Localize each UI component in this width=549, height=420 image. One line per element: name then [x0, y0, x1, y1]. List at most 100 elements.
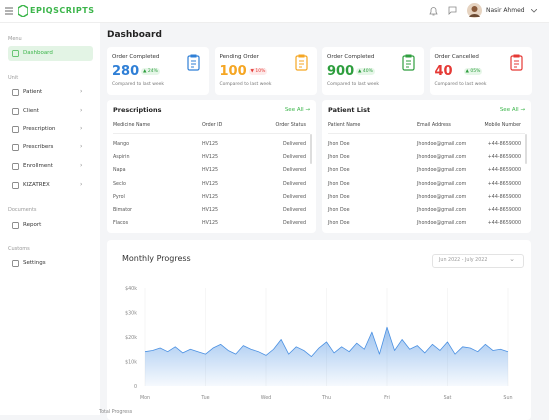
cell: Jhondoe@gmail.com — [417, 208, 467, 213]
trend-arrow: ▲ — [465, 69, 471, 74]
cell: +44-8659000 — [487, 155, 521, 161]
card-note: Compared to last week — [219, 82, 272, 87]
nav-item[interactable]: Dashboard — [23, 50, 53, 56]
card-icon — [509, 54, 523, 71]
avatar[interactable] — [467, 3, 482, 18]
icon-shape — [12, 260, 19, 267]
icon-lines — [298, 54, 304, 68]
arrow: → — [303, 107, 310, 113]
icon-shape — [509, 55, 523, 71]
cell: HV125 — [202, 168, 219, 174]
cell: Jhon Doe — [328, 221, 350, 227]
chart-footer: Total Progress — [99, 410, 133, 415]
card-value: 40 — [434, 64, 453, 79]
chart-title: Monthly Progress — [122, 254, 191, 263]
x-tick-label: Fri — [384, 395, 390, 401]
x-tick-label: Wed — [261, 395, 271, 401]
cell: Jhon Doe — [328, 155, 350, 161]
icon-shape — [12, 182, 19, 189]
see-all-text[interactable]: See All — [284, 107, 304, 113]
chat-icon[interactable] — [448, 6, 457, 15]
nav-item[interactable]: Patient — [23, 89, 43, 95]
nav-chevron: › — [80, 162, 83, 169]
card-icon — [402, 54, 415, 71]
icon-shape — [12, 126, 19, 133]
cell: HV125 — [202, 142, 219, 147]
date-text[interactable]: Jun 2022 - July 2022 — [439, 258, 488, 263]
icon-shape — [12, 108, 19, 115]
nav-item[interactable]: KIZATREX — [23, 182, 50, 188]
nav-icon — [12, 144, 19, 151]
table-panel: Prescriptions See All → Medicine Name Order… — [107, 100, 316, 233]
nav-icon — [12, 50, 19, 57]
cell: Bimator — [113, 208, 133, 213]
nav-icon — [12, 108, 19, 115]
nav-chevron: › — [80, 125, 83, 132]
icon-shape — [12, 163, 19, 170]
date-range[interactable]: Jun 2022 - July 2022 ⌄ — [432, 254, 524, 268]
column-header: Email Address — [417, 123, 451, 128]
cell: HV125 — [202, 194, 219, 200]
nav-chevron: › — [80, 143, 83, 150]
stat-card: Pending Order 100 ▼ 10% Compared to last we… — [214, 47, 317, 95]
cell: +44-8659000 — [487, 181, 521, 187]
cell: HV125 — [202, 155, 219, 161]
icon-shape — [12, 222, 19, 229]
scrollbar — [310, 134, 312, 164]
cell: Delivered — [283, 208, 306, 213]
icon-shape — [12, 144, 19, 151]
y-tick-label: $40k — [125, 286, 137, 292]
see-all[interactable]: See All → — [500, 107, 525, 113]
user-name[interactable]: Nasir Ahmed — [486, 7, 525, 14]
cell: HV125 — [202, 181, 219, 187]
active-bg — [8, 46, 93, 61]
x-tick-label: Sun — [503, 395, 512, 401]
area-line — [144, 326, 509, 357]
cell: Jhon Doe — [328, 168, 350, 174]
change-badge: ▲ 24% — [141, 68, 160, 75]
icon-shape — [294, 55, 308, 71]
nav-icon — [12, 126, 19, 133]
cell: Delivered — [283, 168, 306, 174]
trend-arrow: ▲ — [358, 69, 363, 74]
cell: Mango — [113, 142, 130, 147]
cell: Jhondoe@gmail.com — [417, 181, 467, 187]
nav-icon — [12, 163, 19, 170]
menu-icon[interactable] — [5, 7, 13, 15]
cell: Jhon Doe — [328, 142, 350, 147]
bell-icon[interactable] — [429, 6, 438, 16]
see-all[interactable]: See All → — [285, 107, 310, 113]
section-title: Customs — [8, 246, 30, 252]
header-rule — [328, 133, 525, 134]
chevron[interactable] — [531, 9, 537, 13]
x-tick-label: Mon — [140, 395, 150, 401]
see-all-text[interactable]: See All — [499, 107, 519, 113]
nav-item[interactable]: Settings — [23, 260, 46, 266]
column-header: Order ID — [202, 123, 223, 128]
section-title: Unit — [8, 75, 19, 81]
nav-item[interactable]: Prescribers — [23, 144, 54, 150]
nav-item[interactable]: Report — [23, 222, 42, 228]
stat-card: Order Completed 280 ▲ 24% Compared to last … — [107, 47, 209, 95]
stat-card: Order Completed 900 ▲ 40% Compared to last … — [322, 47, 424, 95]
header-rule — [113, 133, 310, 134]
cell: Napa — [113, 168, 126, 174]
icon-lines — [513, 54, 519, 68]
card-title: Order Completed — [112, 54, 160, 60]
nav-item[interactable]: Prescription — [23, 126, 56, 132]
nav-item[interactable]: Client — [23, 108, 39, 114]
nav-item[interactable]: Enrollment — [23, 163, 53, 169]
panel-title: Patient List — [328, 106, 371, 114]
cell: HV125 — [202, 208, 219, 213]
arrow: → — [518, 107, 525, 113]
cell: Jhon Doe — [328, 194, 350, 200]
change-text: 05% — [470, 69, 481, 74]
cell: Delivered — [283, 142, 306, 147]
card-note: Compared to last week — [434, 82, 487, 87]
y-tick-label: 0 — [134, 384, 137, 390]
page-title: Dashboard — [107, 30, 162, 40]
cell: Delivered — [283, 181, 306, 187]
logo: EPIQSCRIPTS — [30, 6, 95, 15]
cell: Jhondoe@gmail.com — [417, 142, 467, 147]
